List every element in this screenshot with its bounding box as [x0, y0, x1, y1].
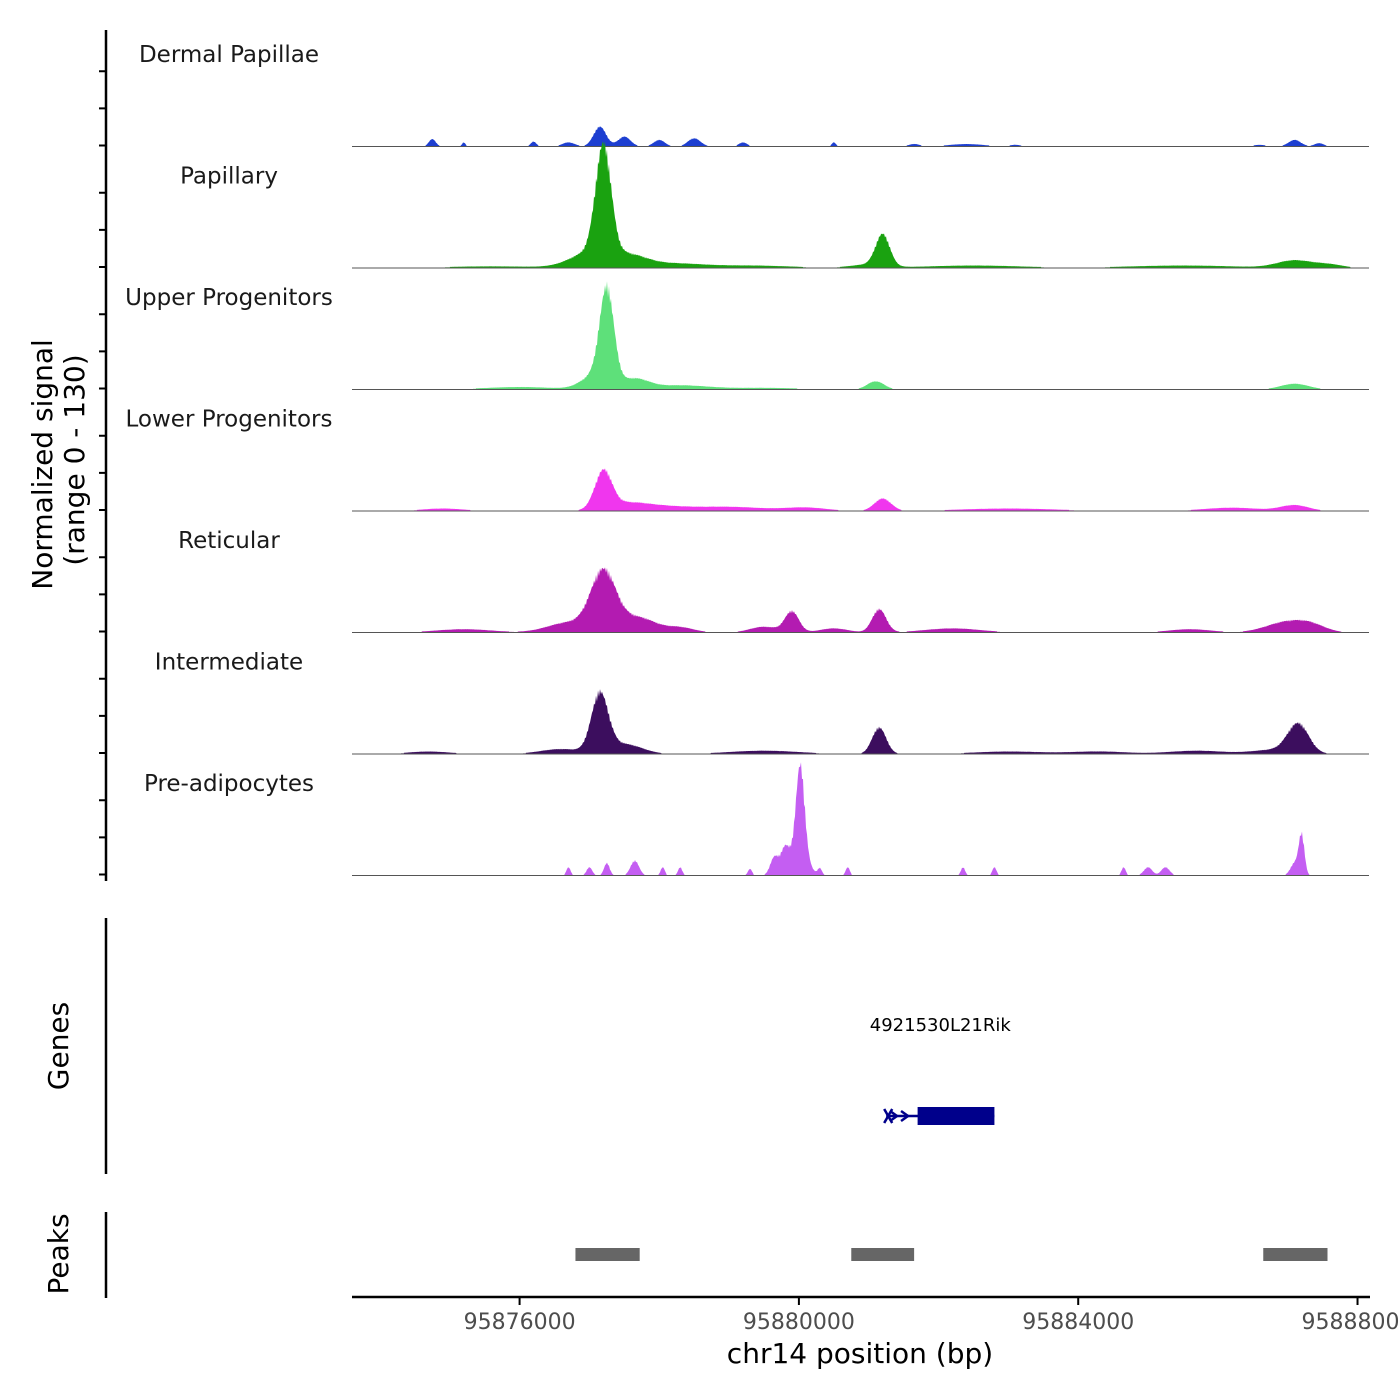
genes-track-label: Genes [42, 1002, 75, 1090]
signal-axis-title: Normalized signal (range 0 - 130) [26, 330, 91, 589]
signal-track-area [352, 762, 1368, 876]
signal-track: Dermal Papillae [139, 42, 1369, 147]
signal-track-label: Intermediate [155, 649, 303, 675]
peak-region-panel [575, 1248, 1328, 1261]
x-axis-tick-label: 95880000 [743, 1310, 855, 1335]
signal-track-label: Dermal Papillae [139, 42, 319, 68]
x-axis-title: chr14 position (bp) [727, 1337, 993, 1370]
signal-track: Reticular [178, 528, 1369, 633]
x-axis-tick-label: 95888000 [1302, 1310, 1400, 1335]
signal-track-area [352, 468, 1368, 511]
gene-name-label: 4921530L21Rik [870, 1015, 1012, 1036]
strand-arrow-icon [889, 1109, 900, 1123]
signal-track: Papillary [180, 141, 1369, 269]
signal-track-area [352, 141, 1368, 268]
peak-region [1263, 1248, 1328, 1261]
signal-track-area [352, 281, 1368, 390]
signal-track: Pre-adipocytes [144, 762, 1369, 876]
x-axis-tick-label: 95884000 [1022, 1310, 1134, 1335]
gene-panel: 4921530L21Rik [870, 1015, 1012, 1125]
signal-track-area [352, 567, 1368, 633]
peak-region [575, 1248, 640, 1261]
signal-track-label: Pre-adipocytes [144, 771, 314, 797]
signal-track: Intermediate [155, 649, 1369, 755]
signal-track-label: Upper Progenitors [125, 285, 333, 311]
signal-track: Lower Progenitors [126, 406, 1369, 512]
signal-axis-title-line2: (range 0 - 130) [58, 354, 91, 565]
strand-arrow-icon [900, 1109, 911, 1123]
signal-track-area [352, 126, 1368, 147]
gene-model: 4921530L21Rik [870, 1015, 1012, 1125]
signal-track: Upper Progenitors [125, 281, 1369, 390]
signal-panel: Dermal Papillae Papillary Upper Progenitor… [125, 42, 1369, 876]
x-axis-tick-label: 95876000 [464, 1310, 576, 1335]
peak-region [851, 1248, 915, 1261]
gene-exon-block [917, 1107, 995, 1125]
signal-track-area [352, 689, 1368, 754]
signal-track-label: Reticular [178, 528, 280, 554]
signal-track-label: Papillary [180, 163, 278, 189]
signal-axis-title-line1: Normalized signal [26, 339, 59, 590]
signal-track-label: Lower Progenitors [126, 406, 333, 432]
x-axis: 95876000 95880000 95884000 95888000 [464, 1298, 1400, 1335]
peaks-track-label: Peaks [42, 1213, 75, 1294]
